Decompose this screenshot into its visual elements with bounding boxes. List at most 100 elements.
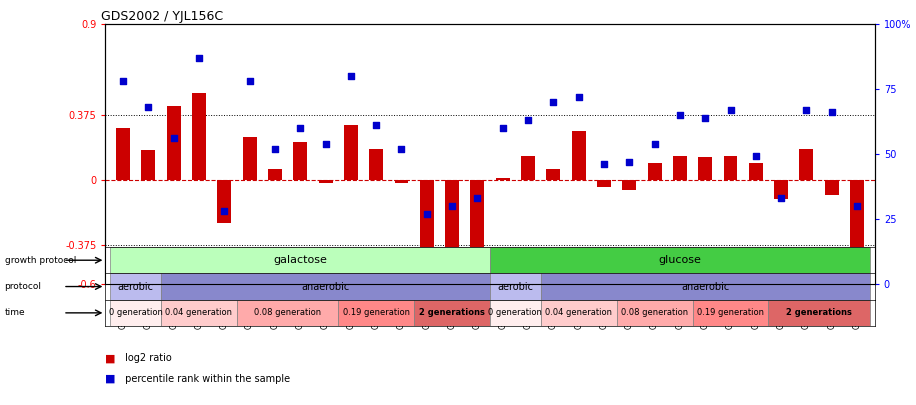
- Point: [824, 109, 839, 116]
- Point: [318, 140, 333, 147]
- Text: aerobic: aerobic: [497, 281, 533, 292]
- Bar: [293, 142, 307, 180]
- Text: anaerobic: anaerobic: [301, 281, 350, 292]
- Bar: [161, 300, 237, 326]
- Text: growth protocol: growth protocol: [5, 256, 76, 265]
- Point: [217, 208, 232, 214]
- Bar: [572, 132, 585, 180]
- Point: [242, 78, 256, 85]
- Point: [167, 135, 181, 142]
- Point: [344, 73, 358, 79]
- Point: [698, 114, 713, 121]
- Bar: [344, 124, 358, 180]
- Point: [648, 140, 662, 147]
- Bar: [648, 162, 661, 180]
- Bar: [420, 180, 434, 252]
- Bar: [850, 180, 864, 284]
- Bar: [800, 149, 813, 180]
- Bar: [471, 180, 485, 249]
- Text: time: time: [5, 308, 26, 318]
- Bar: [395, 180, 409, 183]
- Bar: [824, 180, 839, 195]
- Point: [267, 145, 282, 152]
- Bar: [673, 156, 687, 180]
- Point: [850, 202, 865, 209]
- Bar: [319, 180, 333, 183]
- Bar: [490, 300, 540, 326]
- Text: 0 generation: 0 generation: [488, 308, 542, 318]
- Text: 2 generations: 2 generations: [786, 308, 852, 318]
- Bar: [769, 300, 869, 326]
- Point: [420, 210, 434, 217]
- Bar: [445, 180, 459, 270]
- Bar: [749, 162, 763, 180]
- Bar: [597, 180, 611, 187]
- Bar: [111, 247, 490, 273]
- Text: percentile rank within the sample: percentile rank within the sample: [122, 374, 290, 384]
- Bar: [116, 128, 130, 180]
- Text: protocol: protocol: [5, 282, 41, 291]
- Text: 0 generation: 0 generation: [109, 308, 163, 318]
- Text: glucose: glucose: [659, 255, 702, 265]
- Text: aerobic: aerobic: [118, 281, 154, 292]
- Bar: [111, 300, 161, 326]
- Point: [115, 78, 130, 85]
- Point: [546, 99, 561, 105]
- Bar: [490, 273, 540, 300]
- Text: 0.04 generation: 0.04 generation: [166, 308, 233, 318]
- Text: log2 ratio: log2 ratio: [122, 354, 171, 363]
- Text: 0.08 generation: 0.08 generation: [254, 308, 322, 318]
- Bar: [622, 180, 637, 190]
- Point: [596, 161, 611, 168]
- Bar: [540, 300, 616, 326]
- Bar: [243, 136, 256, 180]
- Bar: [161, 273, 490, 300]
- Text: galactose: galactose: [273, 255, 327, 265]
- Bar: [540, 273, 869, 300]
- Point: [622, 158, 637, 165]
- Point: [191, 55, 206, 61]
- Text: 0.19 generation: 0.19 generation: [697, 308, 764, 318]
- Bar: [141, 150, 156, 180]
- Bar: [774, 180, 788, 199]
- Bar: [724, 156, 737, 180]
- Point: [723, 107, 737, 113]
- Text: ■: ■: [105, 374, 115, 384]
- Bar: [268, 169, 282, 180]
- Point: [470, 195, 485, 201]
- Point: [799, 107, 813, 113]
- Bar: [546, 169, 561, 180]
- Point: [748, 153, 763, 160]
- Point: [520, 117, 535, 124]
- Text: anaerobic: anaerobic: [682, 281, 729, 292]
- Point: [572, 94, 586, 100]
- Text: 0.19 generation: 0.19 generation: [343, 308, 409, 318]
- Point: [394, 145, 409, 152]
- Point: [774, 195, 789, 201]
- Point: [496, 125, 510, 131]
- Text: GDS2002 / YJL156C: GDS2002 / YJL156C: [102, 10, 224, 23]
- Bar: [692, 300, 769, 326]
- Bar: [167, 106, 180, 180]
- Bar: [490, 247, 869, 273]
- Bar: [369, 149, 383, 180]
- Point: [369, 122, 384, 129]
- Point: [141, 104, 156, 111]
- Bar: [698, 158, 712, 180]
- Bar: [616, 300, 692, 326]
- Point: [445, 202, 460, 209]
- Bar: [521, 156, 535, 180]
- Bar: [414, 300, 490, 326]
- Bar: [237, 300, 338, 326]
- Text: 0.04 generation: 0.04 generation: [545, 308, 612, 318]
- Text: 0.08 generation: 0.08 generation: [621, 308, 688, 318]
- Text: 2 generations: 2 generations: [420, 308, 485, 318]
- Point: [293, 125, 308, 131]
- Bar: [496, 178, 509, 180]
- Bar: [217, 180, 231, 223]
- Bar: [192, 94, 206, 180]
- Point: [672, 112, 687, 118]
- Text: ■: ■: [105, 354, 115, 363]
- Bar: [111, 273, 161, 300]
- Bar: [338, 300, 414, 326]
